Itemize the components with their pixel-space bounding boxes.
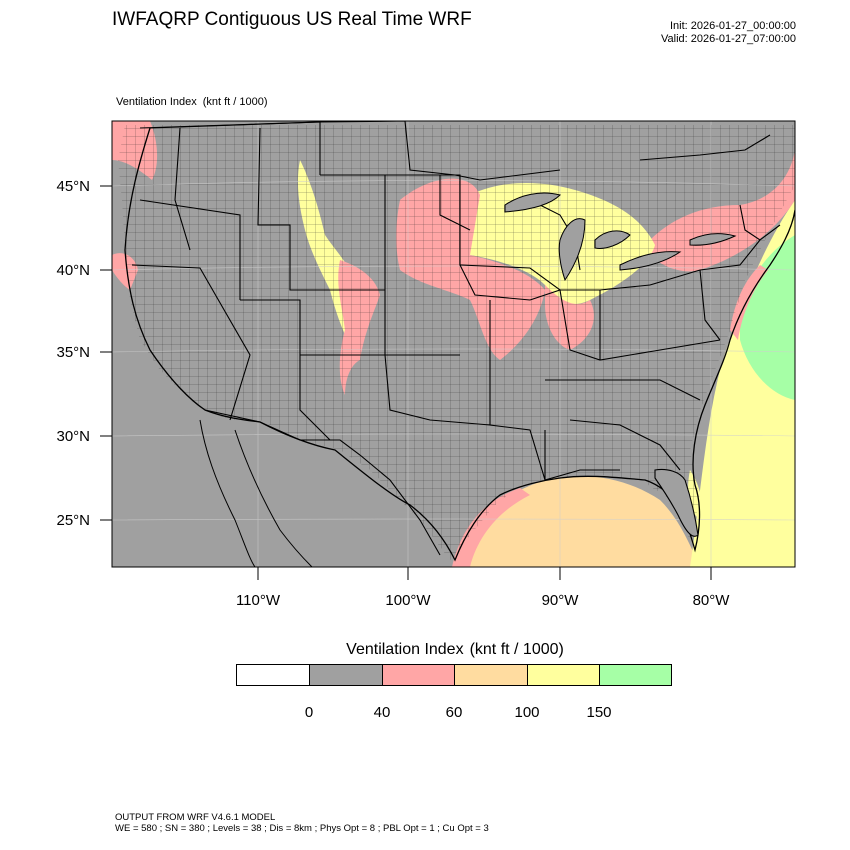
field-name: Ventilation Index xyxy=(116,96,197,108)
colorbar-box-60-100 xyxy=(454,664,528,686)
gulf-edge-shading xyxy=(452,488,530,567)
colorbar-units: (knt ft / 1000) xyxy=(469,641,564,658)
map-area xyxy=(112,121,795,567)
colorbar-box-150-plus xyxy=(599,664,672,686)
great-lakes xyxy=(504,192,737,282)
lat-label-40: 40°N xyxy=(56,262,90,279)
init-time: Init: 2026-01-27_00:00:00 xyxy=(670,20,796,32)
lon-label-110w: 110°W xyxy=(236,592,281,609)
map-frame xyxy=(111,120,796,568)
colorbar-tick-150: 150 xyxy=(586,704,612,721)
model-config: WE = 580 ; SN = 380 ; Levels = 38 ; Dis … xyxy=(115,823,489,834)
baja-coast xyxy=(199,419,313,567)
lat-ticks xyxy=(100,185,112,521)
lon-ticks xyxy=(257,567,712,580)
us-coastline xyxy=(124,127,795,562)
lon-label-80w: 80°W xyxy=(693,592,731,609)
lat-label-25: 25°N xyxy=(56,512,90,529)
lat-label-45: 45°N xyxy=(56,178,90,195)
colorbar-title: Ventilation Index (knt ft / 1000) xyxy=(0,641,850,659)
model-version: OUTPUT FROM WRF V4.6.1 MODEL xyxy=(115,812,276,823)
field-units: (knt ft / 1000) xyxy=(202,96,268,108)
colorbar-box-below-0 xyxy=(236,664,310,686)
run-info: Init: 2026-01-27_00:00:00 Valid: 2026-01… xyxy=(661,20,796,46)
atlantic-edge-shading xyxy=(730,265,768,340)
colorbar-box-0-40 xyxy=(309,664,383,686)
plot-title: IWFAQRP Contiguous US Real Time WRF xyxy=(112,9,472,30)
atlantic-green-shading xyxy=(740,235,795,400)
mexico-border xyxy=(204,409,441,556)
colorbar-tick-40: 40 xyxy=(373,704,391,721)
colorbar-field-name: Ventilation Index xyxy=(346,641,464,658)
lat-label-35: 35°N xyxy=(56,344,90,361)
colorbar-box-40-60 xyxy=(382,664,456,686)
florida-peninsula xyxy=(654,468,699,537)
field-subtitle: Ventilation Index (knt ft / 1000) xyxy=(116,96,268,108)
lon-label-100w: 100°W xyxy=(385,592,431,609)
graticule xyxy=(112,121,795,567)
colorbar-tick-0: 0 xyxy=(304,704,314,721)
model-footer: OUTPUT FROM WRF V4.6.1 MODEL WE = 580 ; … xyxy=(115,812,489,834)
colorbar-box-100-150 xyxy=(527,664,601,686)
valid-time: Valid: 2026-01-27_07:00:00 xyxy=(661,33,796,45)
lon-label-90w: 90°W xyxy=(542,592,580,609)
colorbar-tick-60: 60 xyxy=(445,704,463,721)
colorbar-tick-100: 100 xyxy=(514,704,540,721)
lat-label-30: 30°N xyxy=(56,428,90,445)
